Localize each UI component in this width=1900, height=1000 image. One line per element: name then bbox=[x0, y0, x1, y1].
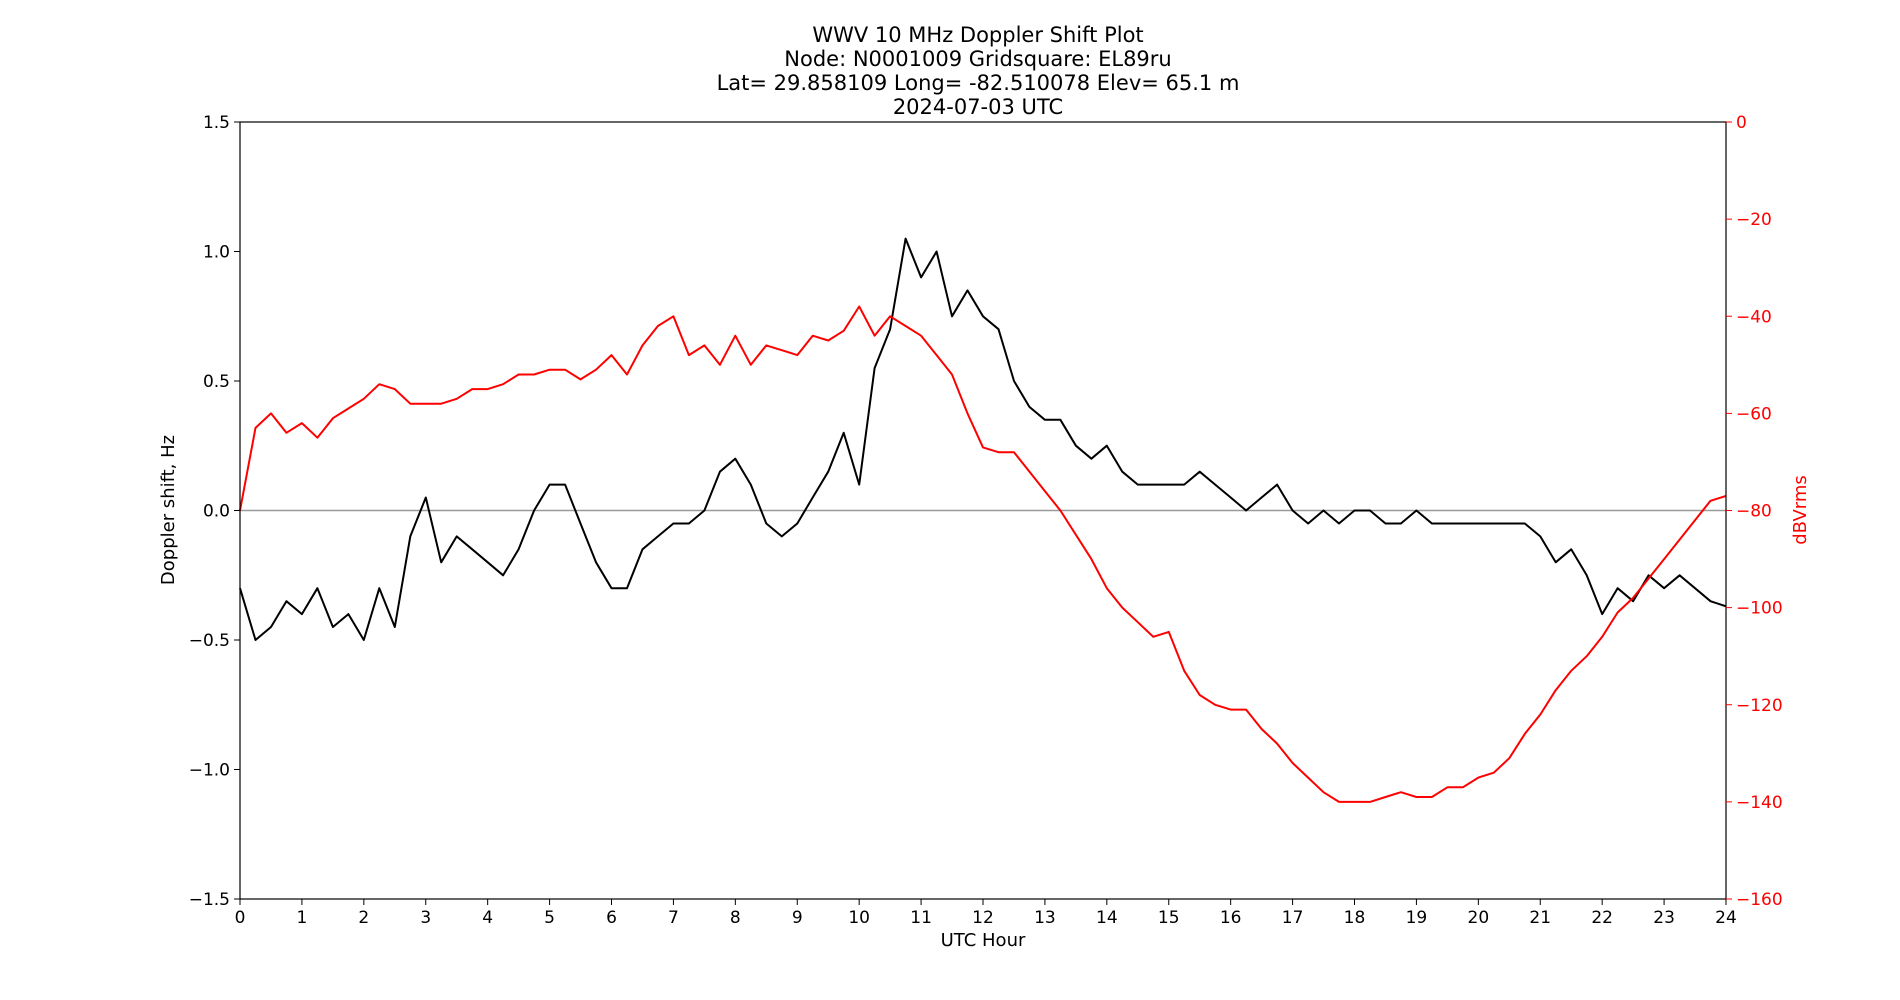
x-tick-label: 1 bbox=[297, 908, 308, 928]
x-tick-label: 5 bbox=[544, 908, 555, 928]
x-tick-label: 7 bbox=[668, 908, 679, 928]
x-tick-label: 3 bbox=[420, 908, 431, 928]
series-layer bbox=[239, 237, 1727, 803]
y-left-tick-label: −1.0 bbox=[189, 761, 230, 781]
y-right-tick-label: −160 bbox=[1736, 890, 1783, 910]
y-right-tick-label: −60 bbox=[1736, 404, 1772, 424]
x-tick-label: 8 bbox=[730, 908, 741, 928]
x-tick-label: 15 bbox=[1158, 908, 1180, 928]
x-tick-label: 6 bbox=[606, 908, 617, 928]
x-tick-label: 19 bbox=[1406, 908, 1428, 928]
x-tick-label: 13 bbox=[1034, 908, 1056, 928]
y-axis-left-label: Doppler shift, Hz bbox=[158, 435, 179, 585]
title-line-1: WWV 10 MHz Doppler Shift Plot bbox=[812, 23, 1143, 47]
power-series-line bbox=[239, 305, 1727, 803]
x-tick-label: 4 bbox=[482, 908, 493, 928]
x-tick-label: 9 bbox=[792, 908, 803, 928]
y-right-tick-label: −100 bbox=[1736, 599, 1783, 619]
x-tick-label: 22 bbox=[1591, 908, 1613, 928]
title-line-4: 2024-07-03 UTC bbox=[893, 95, 1063, 119]
x-tick-label: 23 bbox=[1653, 908, 1675, 928]
y-right-tick-label: −20 bbox=[1736, 210, 1772, 230]
x-tick-label: 24 bbox=[1715, 908, 1737, 928]
y-axis-right-label: dBVrms bbox=[1790, 475, 1811, 545]
x-tick-label: 12 bbox=[972, 908, 994, 928]
x-tick-label: 2 bbox=[358, 908, 369, 928]
x-tick-label: 11 bbox=[910, 908, 932, 928]
y-axis-left-ticks: 1.5 1.0 0.5 0.0 −0.5 −1.0 −1.5 bbox=[189, 113, 240, 910]
y-right-tick-label: −40 bbox=[1736, 307, 1772, 327]
x-tick-label: 10 bbox=[848, 908, 870, 928]
y-axis-right-ticks: 0 −20 −40 −60 −80 −100 −120 −140 −160 bbox=[1726, 113, 1783, 910]
x-axis-label: UTC Hour bbox=[941, 930, 1026, 951]
x-tick-label: 21 bbox=[1529, 908, 1551, 928]
x-tick-label: 20 bbox=[1468, 908, 1490, 928]
title-line-3: Lat= 29.858109 Long= -82.510078 Elev= 65… bbox=[717, 71, 1240, 95]
x-tick-label: 18 bbox=[1344, 908, 1366, 928]
x-axis-ticks: 0 1 2 3 4 5 6 7 8 9 10 11 12 13 14 15 16 17 18 19 20 21 22 23 24 bbox=[235, 899, 1737, 928]
x-tick-label: 17 bbox=[1282, 908, 1304, 928]
y-left-tick-label: 0.0 bbox=[203, 502, 230, 522]
y-right-tick-label: 0 bbox=[1736, 113, 1747, 133]
y-left-tick-label: −1.5 bbox=[189, 890, 230, 910]
y-left-tick-label: 1.0 bbox=[203, 243, 230, 263]
y-left-tick-label: −0.5 bbox=[189, 631, 230, 651]
title-line-2: Node: N0001009 Gridsquare: EL89ru bbox=[784, 47, 1171, 71]
y-right-tick-label: −140 bbox=[1736, 793, 1783, 813]
x-tick-label: 16 bbox=[1220, 908, 1242, 928]
y-right-tick-label: −120 bbox=[1736, 696, 1783, 716]
y-right-tick-label: −80 bbox=[1736, 502, 1772, 522]
x-tick-label: 14 bbox=[1096, 908, 1118, 928]
y-left-tick-label: 1.5 bbox=[203, 113, 230, 133]
x-tick-label: 0 bbox=[235, 908, 246, 928]
chart-title: WWV 10 MHz Doppler Shift Plot Node: N000… bbox=[717, 23, 1240, 119]
y-left-tick-label: 0.5 bbox=[203, 372, 230, 392]
doppler-series-line bbox=[239, 237, 1727, 641]
